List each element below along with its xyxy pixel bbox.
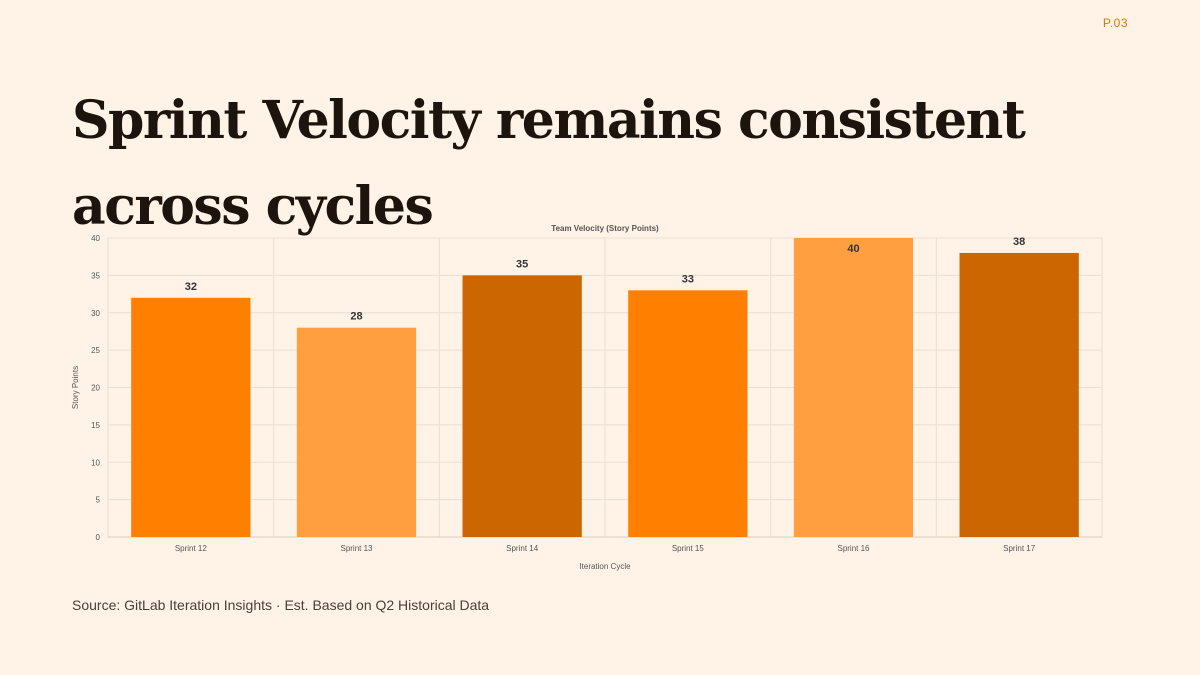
bar — [296, 327, 417, 537]
chart-title: Team Velocity (Story Points) — [551, 224, 659, 233]
bar — [462, 275, 582, 537]
bar — [793, 238, 914, 537]
chart-data-labels: 32 28 35 33 40 38 — [185, 236, 1026, 323]
data-label: 38 — [1013, 236, 1025, 248]
x-tick-label: Sprint 16 — [837, 544, 870, 553]
bar — [959, 252, 1079, 537]
data-label: 28 — [350, 311, 362, 323]
y-tick-label: 15 — [91, 421, 100, 430]
y-tick-label: 30 — [91, 309, 100, 318]
data-label: 32 — [185, 281, 197, 293]
x-tick-label: Sprint 13 — [340, 544, 373, 553]
y-tick-label: 5 — [96, 496, 101, 505]
source-note: Source: GitLab Iteration Insights · Est.… — [72, 597, 490, 613]
bar — [131, 297, 251, 537]
chart-x-ticks: Sprint 12 Sprint 13 Sprint 14 Sprint 15 Spri… — [175, 544, 1036, 553]
y-axis-label: Story Points — [71, 366, 80, 409]
page-number: P.03 — [1102, 16, 1128, 30]
y-tick-label: 10 — [91, 458, 100, 467]
y-tick-label: 0 — [96, 533, 101, 542]
x-tick-label: Sprint 17 — [1003, 544, 1036, 553]
y-tick-label: 20 — [91, 384, 100, 393]
x-tick-label: Sprint 15 — [672, 544, 705, 553]
chart-bars — [131, 238, 1079, 537]
chart-y-ticks: 0 5 10 15 20 25 30 35 40 — [91, 234, 100, 542]
bar — [628, 290, 748, 537]
data-label: 35 — [516, 258, 528, 270]
data-label: 40 — [847, 243, 859, 255]
velocity-chart: 32 28 35 33 40 38 0 5 10 15 20 25 30 35 40 Sprint 12 S… — [60, 218, 1120, 580]
x-axis-label: Iteration Cycle — [579, 562, 631, 571]
data-label: 33 — [682, 273, 694, 285]
y-tick-label: 25 — [91, 346, 100, 355]
page-title: Sprint Velocity remains consistent acros… — [72, 90, 1026, 237]
chart-grid — [107, 237, 1103, 538]
y-tick-label: 40 — [91, 234, 100, 243]
y-tick-label: 35 — [91, 271, 100, 280]
x-tick-label: Sprint 12 — [175, 544, 208, 553]
x-tick-label: Sprint 14 — [506, 544, 539, 553]
